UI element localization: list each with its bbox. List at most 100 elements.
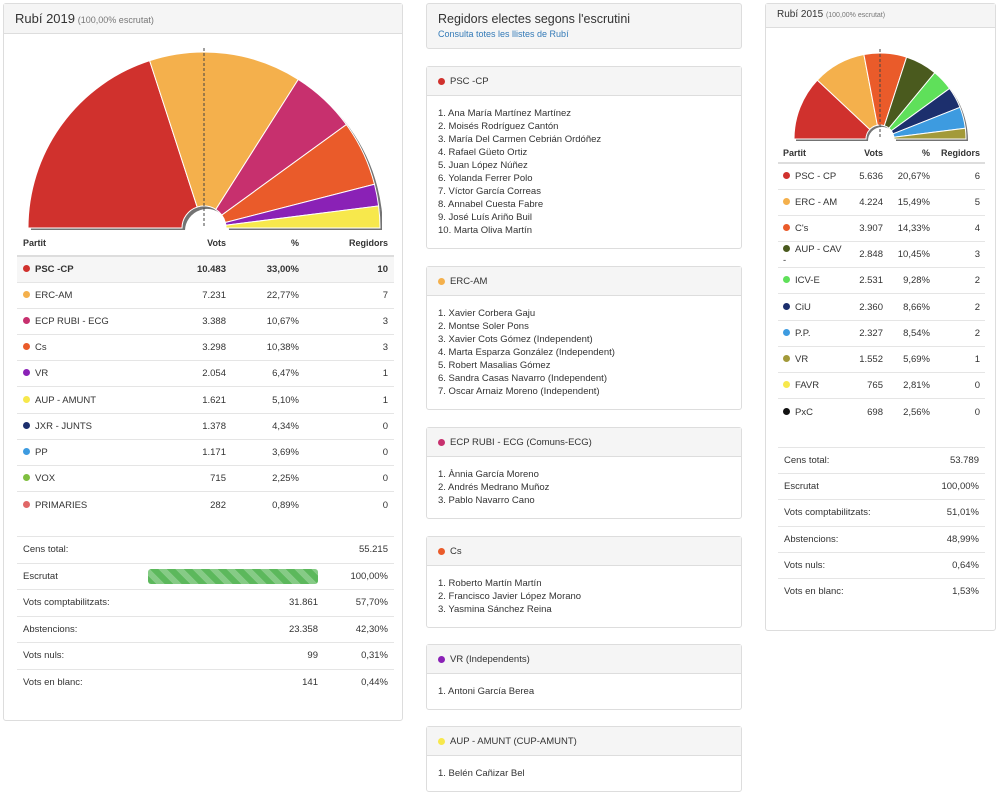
results-table-2015: Partit Vots % Regidors PSC - CP 5.636 20,6… [778,143,985,425]
party-pct: 33,00% [232,255,305,283]
seat-segment [225,205,381,229]
party-panel-title: ECP RUBI - ECG (Comuns-ECG) [450,436,592,448]
party-seats: 3 [935,241,985,268]
stat-label: Abstencions: [17,615,142,643]
party-row: ICV-E 2.531 9,28% 2 [778,267,985,294]
party-color-dot [783,197,790,205]
stat-pct: 57,70% [324,589,394,616]
stat-votes: 141 [142,668,324,696]
party-votes: 282 [137,491,232,518]
stat-row-escrutat: Escrutat 100,00% [17,562,394,590]
party-name-cell: FAVR [778,371,850,399]
party-row: VR 1.552 5,69% 1 [778,345,985,373]
party-pct: 10,45% [888,241,935,268]
party-councillors-panel: PSC -CP 1. Ana María Martínez Martínez 2. … [426,66,742,249]
party-color-dot [783,407,790,415]
stat-votes: 31.861 [142,589,324,616]
stats-table-2015: Cens total: 53.789 Escrutat 100,00% Vots com… [778,446,985,605]
party-row: Cs 3.298 10,38% 3 [17,334,394,361]
party-seats: 7 [305,281,394,309]
party-votes: 2.054 [137,360,232,387]
party-councillors-panel: VR (Independents) 1. Antoni García Berea [426,644,742,710]
party-seats: 0 [935,371,985,399]
stat-value: 100,00% [324,562,394,590]
party-votes: 3.298 [137,334,232,361]
stat-row-nuls: Vots nuls: 99 0,31% [17,642,394,669]
party-name-cell: PRIMARIES [17,491,137,518]
councillor-item: 3. María Del Carmen Cebrián Ordóñez [438,134,602,145]
councillor-item: 3. Pablo Navarro Cano [438,495,535,506]
party-name: ICV-E [795,275,820,287]
stat-row: Vots comptabilitzats: 51,01% [778,499,985,527]
party-seats: 0 [305,412,394,440]
col-seats: Regidors [935,143,985,164]
seat-hemicycle-chart-2015 [793,49,968,141]
panel-subtitle: (100,00% escrutat) [825,12,886,19]
all-lists-link[interactable]: Consulta totes les llistes de Rubí [438,29,569,39]
party-row: PxC 698 2,56% 0 [778,398,985,425]
stat-label: Vots comptabilitzats: [17,589,142,616]
seat-segment [148,51,299,211]
party-seats: 0 [935,398,985,425]
party-votes: 1.552 [850,345,888,373]
party-pct: 6,47% [232,360,305,387]
stat-pct: 0,31% [324,642,394,669]
party-name-cell: PxC [778,398,850,425]
stat-label: Vots nuls: [778,551,916,579]
party-pct: 2,81% [888,371,935,399]
party-name: PSC - CP [795,170,837,182]
party-name: C's [795,222,809,234]
councillor-item: 1. Roberto Martín Martín [438,578,542,589]
party-color-dot [783,302,790,310]
panel-header: Rubí 2019 (100,00% escrutat) [4,4,402,34]
party-votes: 4.224 [850,188,888,216]
party-votes: 3.388 [137,307,232,335]
party-color-dot [783,276,790,284]
stat-pct: 0,44% [324,668,394,696]
party-color-dot [23,395,30,403]
party-seats: 2 [935,293,985,321]
party-name-cell: AUP - CAV - [778,241,850,268]
col-seats: Regidors [305,230,394,257]
panel-subtitle: (100,00% escrutat) [77,15,154,25]
party-name: AUP - AMUNT [35,394,97,406]
councillor-item: 1. Xavier Corbera Gaju [438,308,536,319]
party-panel-title: Cs [450,545,462,557]
party-votes: 5.636 [850,162,888,190]
party-votes: 765 [850,371,888,399]
stat-value: 53.789 [915,446,985,474]
party-color-dot [783,223,790,231]
party-votes: 2.848 [850,241,888,268]
party-row: VR 2.054 6,47% 1 [17,360,394,387]
councillor-item: 10. Marta Oliva Martín [438,225,532,236]
party-pct: 2,56% [888,398,935,425]
party-pct: 10,38% [232,334,305,361]
party-row: AUP - CAV - 2.848 10,45% 3 [778,241,985,268]
elected-title: Regidors electes segons l'escrutini [438,12,631,26]
party-row: PSC -CP 10.483 33,00% 10 [17,255,394,283]
party-name: Cs [35,342,47,354]
party-pct: 5,69% [888,345,935,373]
party-pct: 10,67% [232,307,305,335]
stat-label: Escrutat [17,562,142,590]
party-seats: 3 [305,334,394,361]
stat-pct: 42,30% [324,615,394,643]
party-panel-title: PSC -CP [450,75,489,87]
party-name: PP [35,446,48,458]
councillor-item: 4. Marta Esparza González (Independent) [438,347,615,358]
party-name-cell: PSC -CP [17,255,137,283]
party-votes: 1.621 [137,386,232,414]
party-color-dot [23,316,30,324]
stat-label: Cens total: [17,536,142,563]
party-name-cell: PP [17,438,137,466]
party-name-cell: ICV-E [778,267,850,294]
party-seats: 0 [305,491,394,518]
party-name: P.P. [795,327,811,339]
party-panel-title: VR (Independents) [450,653,530,665]
party-councillors-panel: ERC-AM 1. Xavier Corbera Gaju 2. Montse So… [426,266,742,410]
party-name-cell: PSC - CP [778,162,850,190]
party-name: JXR - JUNTS [35,420,92,432]
councillor-item: 5. Robert Masalias Gómez [438,360,551,371]
party-votes: 7.231 [137,281,232,309]
party-color-dot [783,381,790,389]
